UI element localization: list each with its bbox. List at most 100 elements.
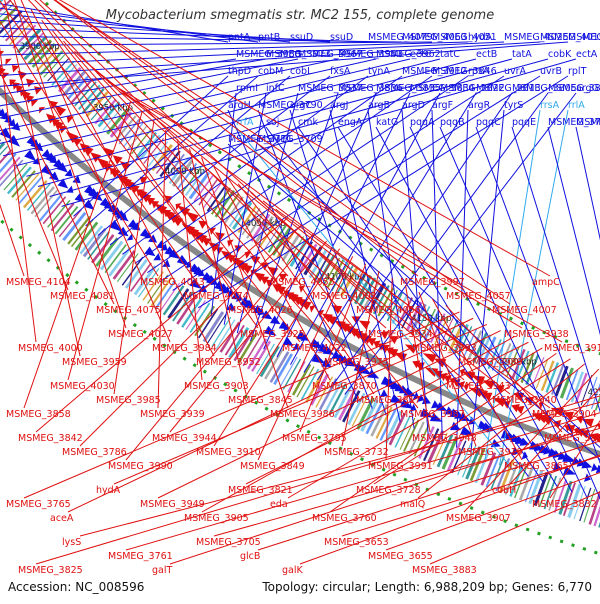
forward-gene-label: pqqC	[476, 117, 501, 128]
reverse-gene-label: MSMEG_3987	[400, 409, 465, 420]
reverse-gene-label: MSMEG_3765	[6, 499, 71, 510]
reverse-gene-label: malQ	[400, 499, 425, 510]
reverse-gene-label: MSMEG_4075	[96, 305, 161, 316]
forward-gene-label: pqqE	[512, 117, 536, 128]
reverse-gene-label: MSMEG_3940	[492, 395, 557, 406]
forward-leader-line	[402, 110, 428, 435]
forward-gene-label: katG	[376, 117, 398, 128]
reverse-gene-label: MSMEG_4026	[228, 305, 293, 316]
reverse-gene-label: MSMEG_4057	[446, 291, 511, 302]
reverse-gene-label: MSMEG_4027	[108, 329, 173, 340]
reverse-gene-label: MSMEG_3728	[356, 485, 421, 496]
reverse-gene-label: MSMEG_4000	[18, 343, 83, 354]
forward-gene-label: ectA	[576, 49, 598, 60]
forward-gene-label: pntA	[228, 32, 251, 43]
forward-gene-label: tyrS	[504, 100, 523, 111]
reverse-gene-label: MSMEG_3986	[270, 409, 335, 420]
reverse-gene-label: MSMEG_3705	[196, 537, 261, 548]
forward-gene-label: ssuD	[290, 32, 313, 43]
reverse-gene-label: MSMEG_3760	[312, 513, 377, 524]
reverse-gene-label: MSMEG_3820	[544, 433, 600, 444]
reverse-gene-label: cobH	[492, 485, 516, 496]
reverse-gene-label: MSMEG_3865	[504, 461, 569, 472]
reverse-gene-label: MSMEG_4043	[140, 277, 205, 288]
reverse-gene-label: MSMEG_3786	[62, 447, 127, 458]
reverse-gene-arrow	[26, 79, 35, 88]
forward-gene-label: cmk	[298, 117, 318, 128]
reverse-gene-label: MSMEG_3934	[368, 329, 433, 340]
reverse-gene-label: MSMEG_3959	[62, 357, 127, 368]
forward-gene-arrow	[109, 220, 123, 232]
reverse-gene-label: MSMEG_3825	[18, 565, 83, 576]
reverse-gene-label: MSMEG_3910	[196, 447, 261, 458]
reverse-gene-label: MSMEG_3948	[412, 433, 477, 444]
forward-gene-label: cobL	[290, 66, 313, 77]
reverse-gene-label: MSMEG_4002	[312, 291, 377, 302]
reverse-gene-label: MSMEG_4104	[6, 277, 71, 288]
forward-gene-label: pqqB	[440, 117, 465, 128]
forward-gene-label: engA	[338, 117, 363, 128]
reverse-gene-label: MSMEG_3919	[458, 447, 523, 458]
reverse-gene-label: MSMEG_3821	[228, 485, 293, 496]
reverse-gene-label: MSMEG_3975	[324, 357, 389, 368]
reverse-gene-label: MSMEG_3989	[458, 357, 523, 368]
forward-gene-label: rpmI	[236, 83, 258, 94]
forward-gene-arrow	[41, 164, 54, 176]
forward-gene-label: tynA	[368, 66, 390, 77]
forward-gene-label: argB	[368, 100, 390, 111]
reverse-gene-label: MSMEG_3655	[368, 551, 433, 562]
reverse-gene-label: ampC	[532, 277, 560, 288]
reverse-gene-label: MSMEG_3883	[412, 565, 477, 576]
reverse-gene-label: MSMEG_3832	[532, 499, 597, 510]
reverse-gene-label: MSMEG_3870	[312, 381, 377, 392]
outer-stripe	[16, 174, 39, 200]
forward-gene-label: MSMEG_3709	[258, 134, 323, 145]
reverse-gene-label: MSMEG_4055	[270, 277, 335, 288]
reverse-gene-label: MSMEG_4056	[356, 305, 421, 316]
forward-gene-label: ectB	[476, 49, 497, 60]
forward-gene-label: argR	[468, 100, 491, 111]
reverse-gene-label: lysS	[62, 537, 81, 548]
reverse-gene-label: MSMEG_3991	[368, 461, 433, 472]
reverse-gene-label: MSMEG_4074	[184, 291, 249, 302]
reverse-gene-label: MSMEG_3990	[108, 461, 173, 472]
forward-gene-label: uvrB	[540, 66, 562, 77]
forward-gene-label: ectC	[410, 49, 432, 60]
reverse-gene-arrow	[18, 71, 27, 80]
forward-gene-label: argD	[402, 100, 425, 111]
reverse-gene-label: MSMEG_3985	[96, 395, 161, 406]
reverse-gene-label: MSMEG_3817	[356, 395, 421, 406]
reverse-gene-label: glcB	[240, 551, 260, 562]
reverse-gene-label: MSMEG_3849	[240, 461, 305, 472]
reverse-gene-arrow	[581, 419, 594, 428]
reverse-gene-label: MSMEG_3943	[446, 381, 511, 392]
forward-gene-arrow	[381, 376, 395, 386]
reverse-leader-line	[288, 348, 542, 498]
forward-gene-label: tatC	[440, 49, 460, 60]
reverse-gene-label: galK	[282, 565, 303, 576]
forward-gene-arrow	[24, 150, 36, 161]
reverse-gene-label: MSMEG_3997	[400, 277, 465, 288]
forward-gene-label: infC	[266, 83, 285, 94]
forward-gene-arrow	[0, 108, 6, 117]
reverse-gene-arrow	[216, 247, 224, 254]
reverse-gene-label: MSMEG_3938	[504, 329, 569, 340]
forward-gene-label: thpD	[228, 66, 251, 77]
forward-gene-label: rrlA	[568, 100, 585, 111]
summary-text: Topology: circular; Length: 6,988,209 bp…	[262, 580, 592, 594]
reverse-gene-label: MSMEG_3907	[446, 513, 511, 524]
reverse-gene-label: MSMEG_3944	[152, 433, 217, 444]
forward-gene-label: MSMEG_3998	[568, 32, 600, 43]
reverse-gene-label: MSMEG_3904	[532, 409, 597, 420]
reverse-gene-label: MSMEG_4022	[282, 343, 347, 354]
reverse-gene-label: MSMEG_3939	[140, 409, 205, 420]
reverse-gene-label: MSMEG_3903	[184, 381, 249, 392]
reverse-gene-label: MSMEG_3925	[240, 329, 305, 340]
reverse-gene-label: MSMEG_3984	[152, 343, 217, 354]
forward-gene-label: rpsA	[468, 66, 490, 77]
reverse-gene-arrow	[31, 100, 38, 107]
forward-gene-label: pqqA	[410, 117, 435, 128]
reverse-gene-label: MSMEG_3952	[196, 357, 261, 368]
